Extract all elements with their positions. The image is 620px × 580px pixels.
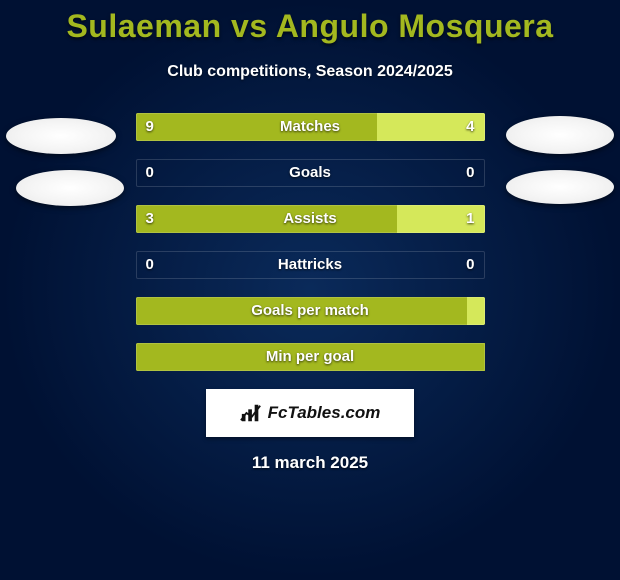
infographic-root: Sulaeman vs Angulo Mosquera Club competi… bbox=[0, 0, 620, 580]
player-photo-left-1 bbox=[6, 118, 116, 154]
comparison-rows: 94Matches 00Goals 31Assists 00Hattricks Goal… bbox=[0, 113, 620, 371]
source-logo: FcTables.com bbox=[206, 389, 414, 437]
row-label: Goals per match bbox=[136, 297, 485, 325]
player-photo-left-2 bbox=[16, 170, 124, 206]
comparison-row: 94Matches bbox=[136, 113, 485, 141]
date-text: 11 march 2025 bbox=[0, 453, 620, 473]
comparison-row: 00Goals bbox=[136, 159, 485, 187]
subtitle: Club competitions, Season 2024/2025 bbox=[0, 63, 620, 81]
comparison-row: 31Assists bbox=[136, 205, 485, 233]
source-logo-text: FcTables.com bbox=[268, 403, 381, 423]
row-label: Min per goal bbox=[136, 343, 485, 371]
player-photo-right-2 bbox=[506, 170, 614, 204]
bar-chart-icon bbox=[240, 402, 262, 424]
row-label: Hattricks bbox=[136, 251, 485, 279]
row-label: Goals bbox=[136, 159, 485, 187]
comparison-row: 00Hattricks bbox=[136, 251, 485, 279]
row-label: Matches bbox=[136, 113, 485, 141]
comparison-row: Goals per match bbox=[136, 297, 485, 325]
row-label: Assists bbox=[136, 205, 485, 233]
comparison-row: Min per goal bbox=[136, 343, 485, 371]
title: Sulaeman vs Angulo Mosquera bbox=[0, 8, 620, 45]
player-photo-right-1 bbox=[506, 116, 614, 154]
